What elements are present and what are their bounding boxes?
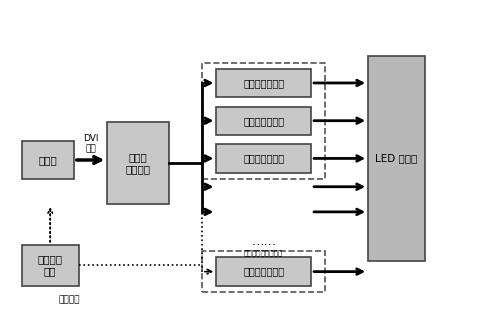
Text: 接收卡（分控）: 接收卡（分控） (243, 116, 284, 126)
Bar (216, 107, 311, 135)
Text: 视频源: 视频源 (38, 155, 57, 165)
Bar (216, 69, 311, 97)
Bar (107, 122, 169, 204)
Text: ……: …… (251, 235, 276, 248)
Bar (202, 251, 325, 292)
Text: 校正系数: 校正系数 (59, 295, 80, 304)
Text: 接收卡（分控）: 接收卡（分控） (243, 267, 284, 276)
Text: 发送卡
（主控）: 发送卡 （主控） (125, 152, 151, 174)
Text: 接收卡（分控）: 接收卡（分控） (243, 78, 284, 88)
Bar (216, 258, 311, 286)
Bar (22, 245, 79, 286)
Text: 接收卡（分控）: 接收卡（分控） (243, 153, 284, 164)
Text: 校正系数存储应用区: 校正系数存储应用区 (244, 249, 283, 256)
Text: LED 显示屏: LED 显示屏 (375, 153, 418, 164)
Text: DVI
信号: DVI 信号 (83, 134, 98, 154)
Bar (202, 62, 325, 179)
Bar (368, 56, 425, 260)
Bar (216, 144, 311, 172)
Text: 逐点校正
系统: 逐点校正 系统 (38, 254, 63, 276)
Bar (22, 141, 74, 179)
